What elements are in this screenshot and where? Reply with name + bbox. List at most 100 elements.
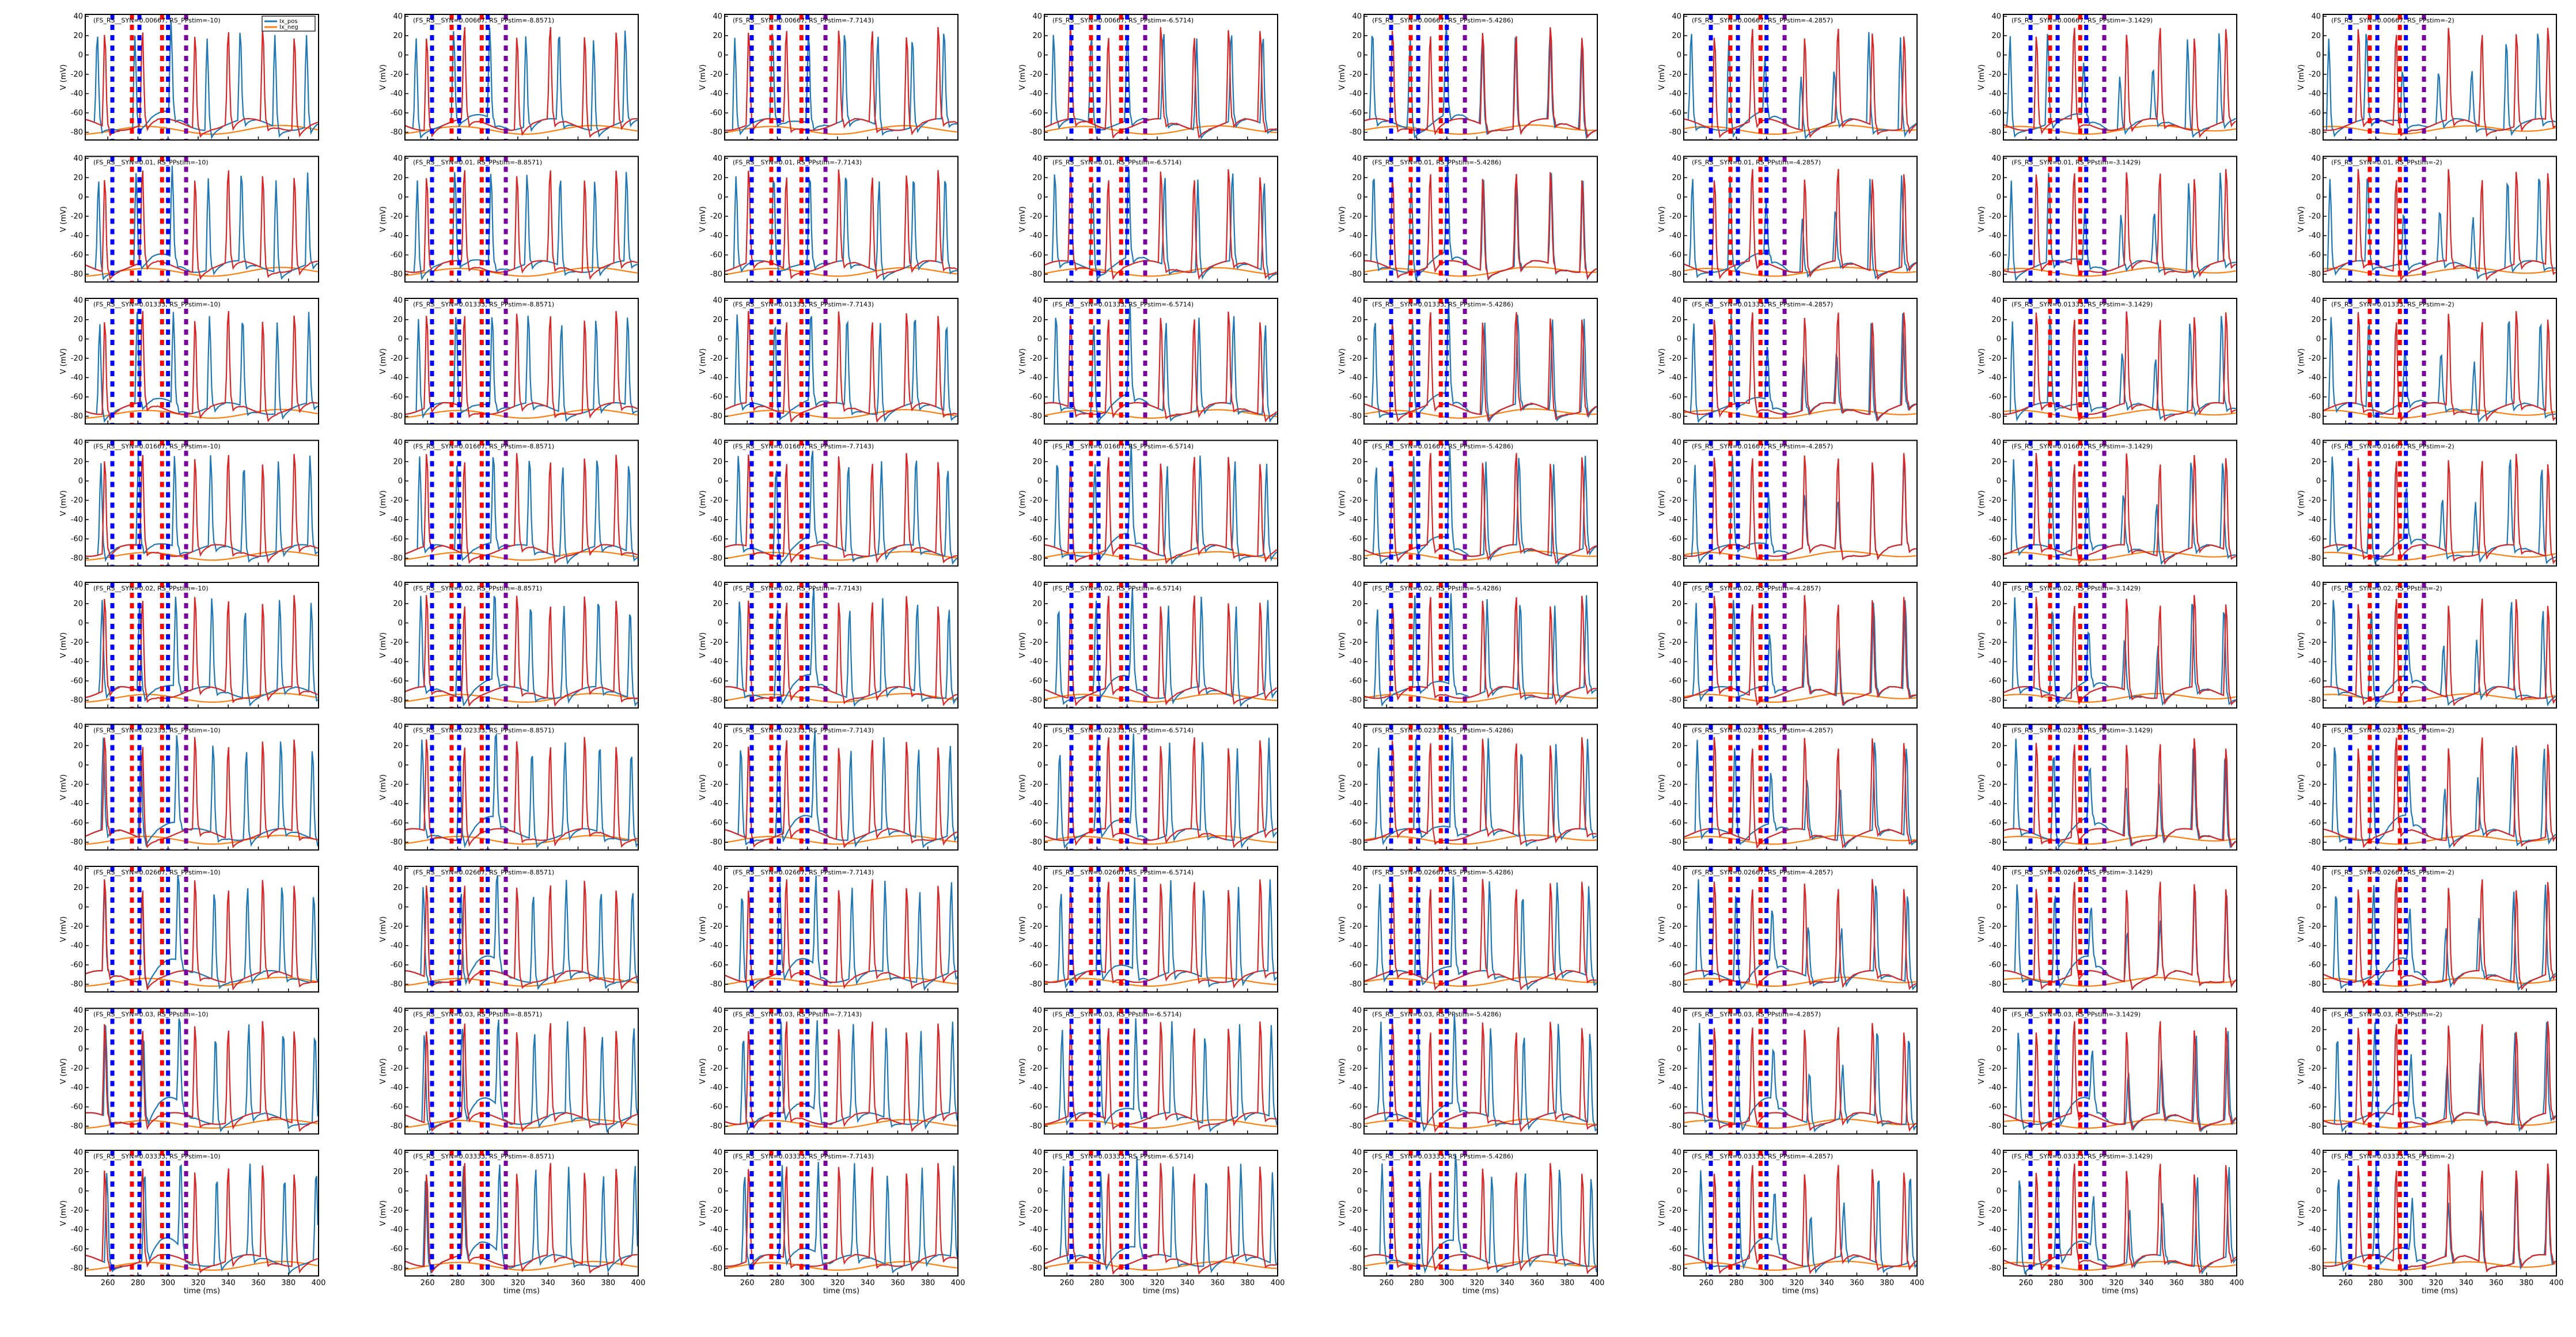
y-axis-label: V (mV) bbox=[1658, 349, 1666, 374]
ytick-label: -40 bbox=[1669, 516, 1681, 524]
trace-orange bbox=[1683, 834, 1916, 845]
ytick-label: -20 bbox=[710, 638, 722, 647]
ytick-label: -60 bbox=[1350, 1103, 1362, 1112]
axes-frame bbox=[2323, 14, 2557, 141]
axes-frame bbox=[85, 724, 319, 851]
ytick-label: 0 bbox=[1677, 335, 1681, 343]
ytick-label: 40 bbox=[2311, 12, 2321, 21]
trace-red bbox=[2003, 738, 2237, 849]
ytick-label: -40 bbox=[391, 800, 403, 808]
ytick-label: -40 bbox=[1350, 658, 1362, 666]
ytick-label: -60 bbox=[1030, 109, 1042, 118]
trace-red bbox=[1363, 453, 1597, 565]
ytick-label: 20 bbox=[73, 884, 83, 892]
ytick-label: -20 bbox=[2309, 922, 2321, 931]
trace-red bbox=[724, 879, 957, 990]
ytick-label: 20 bbox=[1991, 1025, 2001, 1034]
ytick-label: 0 bbox=[78, 335, 83, 343]
trace-red bbox=[724, 169, 958, 280]
ytick-label: 40 bbox=[1991, 296, 2001, 305]
ytick-label: 0 bbox=[2316, 477, 2321, 486]
ytick-label: 0 bbox=[2316, 1187, 2321, 1195]
ytick-label: -80 bbox=[710, 696, 722, 705]
ytick-label: 0 bbox=[1997, 193, 2001, 202]
ytick-label: 20 bbox=[1032, 316, 1042, 324]
trace-red bbox=[404, 1023, 638, 1133]
panel-r8-c3: 40 20 0 -20 -40 -60 -80 V (mV) (FS_RS__SYN=0.03,… bbox=[699, 1006, 959, 1135]
xtick-label: 300 bbox=[1120, 1279, 1134, 1287]
ytick-label: 40 bbox=[393, 438, 403, 447]
ytick-label: 20 bbox=[713, 457, 722, 466]
ytick-label: -40 bbox=[1989, 658, 2001, 666]
ytick-label: -40 bbox=[1669, 942, 1681, 950]
ytick-label: -60 bbox=[391, 393, 403, 402]
trace-blue bbox=[1044, 305, 1278, 423]
ytick-label: 0 bbox=[2316, 903, 2321, 911]
ytick-label: -20 bbox=[1030, 1064, 1042, 1073]
ytick-label: 40 bbox=[1991, 1006, 2001, 1015]
xtick-label: 360 bbox=[891, 1279, 905, 1287]
ytick-label: -80 bbox=[1669, 270, 1681, 279]
ytick-label: -40 bbox=[1989, 800, 2001, 808]
panel-r7-c8: 40 20 0 -20 -40 -60 -80 V (mV) (FS_RS__SYN=0.026… bbox=[2297, 864, 2557, 993]
trace-orange bbox=[2323, 125, 2556, 135]
ytick-label: 40 bbox=[713, 1148, 722, 1157]
ytick-label: -20 bbox=[1989, 922, 2001, 931]
ytick-label: -40 bbox=[391, 1084, 403, 1092]
ytick-label: 40 bbox=[73, 1148, 83, 1157]
ytick-label: 40 bbox=[1991, 154, 2001, 163]
panel-r5-c7: 40 20 0 -20 -40 -60 -80 V (mV) (FS_RS__SYN=0.02,… bbox=[1978, 580, 2237, 709]
ytick-label: -20 bbox=[71, 354, 83, 363]
ytick-label: 20 bbox=[1991, 173, 2001, 182]
ytick-label: 40 bbox=[1352, 438, 1362, 447]
ytick-label: 40 bbox=[1991, 12, 2001, 21]
axes-frame bbox=[1683, 1150, 1918, 1277]
axes-frame bbox=[404, 582, 639, 709]
axes-frame bbox=[2323, 1008, 2557, 1135]
ytick-label: 20 bbox=[713, 1025, 722, 1034]
y-axis-label: V (mV) bbox=[2297, 632, 2306, 658]
y-axis-label: V (mV) bbox=[59, 632, 68, 658]
ytick-label: -40 bbox=[710, 516, 722, 524]
xtick-label: 340 bbox=[1180, 1279, 1195, 1287]
panel-r8-c7: 40 20 0 -20 -40 -60 -80 V (mV) (FS_RS__SYN=0.03,… bbox=[1978, 1006, 2237, 1135]
y-axis-label: V (mV) bbox=[1338, 206, 1347, 232]
ytick-label: -80 bbox=[1989, 696, 2001, 705]
ytick-label: -20 bbox=[1669, 70, 1681, 79]
ytick-label: 40 bbox=[2311, 722, 2321, 731]
axes-frame bbox=[1683, 440, 1918, 567]
ytick-label: 40 bbox=[1672, 438, 1681, 447]
panel-r1-c5: 40 20 0 -20 -40 -60 -80 V (mV) (FS_RS__SYN=0.006… bbox=[1338, 12, 1598, 141]
trace-red bbox=[85, 1165, 319, 1274]
ytick-label: -60 bbox=[1350, 677, 1362, 685]
ytick-label: 40 bbox=[713, 438, 722, 447]
panel-title: (FS_RS__SYN=0.02667, RS_PPstim=-10) bbox=[93, 869, 221, 876]
ytick-label: 20 bbox=[2311, 1168, 2321, 1176]
ytick-label: 20 bbox=[2311, 1025, 2321, 1034]
ytick-label: -60 bbox=[1350, 819, 1362, 828]
ytick-label: -60 bbox=[1030, 393, 1042, 402]
panel-title: (FS_RS__SYN=0.01667, RS_PPstim=-6.5714) bbox=[1052, 443, 1194, 450]
ytick-label: -60 bbox=[2309, 1245, 2321, 1253]
ytick-label: -40 bbox=[1350, 1084, 1362, 1092]
x-axis-label: time (ms) bbox=[2422, 1287, 2458, 1296]
ytick-label: -60 bbox=[2309, 535, 2321, 544]
ytick-label: 40 bbox=[713, 154, 722, 163]
panel-r1-c8: 40 20 0 -20 -40 -60 -80 V (mV) (FS_RS__SYN=0.006… bbox=[2297, 12, 2557, 141]
ytick-label: -20 bbox=[71, 922, 83, 931]
ytick-label: 0 bbox=[1037, 193, 1042, 202]
xtick-label: 280 bbox=[770, 1279, 785, 1287]
ytick-label: -80 bbox=[1669, 412, 1681, 421]
xtick-label: 300 bbox=[480, 1279, 495, 1287]
xtick-label: 280 bbox=[1090, 1279, 1104, 1287]
y-axis-label: V (mV) bbox=[379, 632, 388, 658]
ytick-label: 0 bbox=[1997, 1045, 2001, 1054]
ytick-label: -80 bbox=[2309, 696, 2321, 705]
ytick-label: 40 bbox=[1032, 438, 1042, 447]
ytick-label: -80 bbox=[1030, 128, 1042, 137]
ytick-label: 40 bbox=[713, 580, 722, 589]
panel-r8-c6: 40 20 0 -20 -40 -60 -80 V (mV) (FS_RS__SYN=0.03,… bbox=[1658, 1006, 1918, 1135]
panel-r3-c6: 40 20 0 -20 -40 -60 -80 V (mV) (FS_RS__SYN=0.013… bbox=[1658, 296, 1918, 425]
y-axis-label: V (mV) bbox=[1978, 1200, 1986, 1226]
trace-orange bbox=[1683, 692, 1916, 703]
